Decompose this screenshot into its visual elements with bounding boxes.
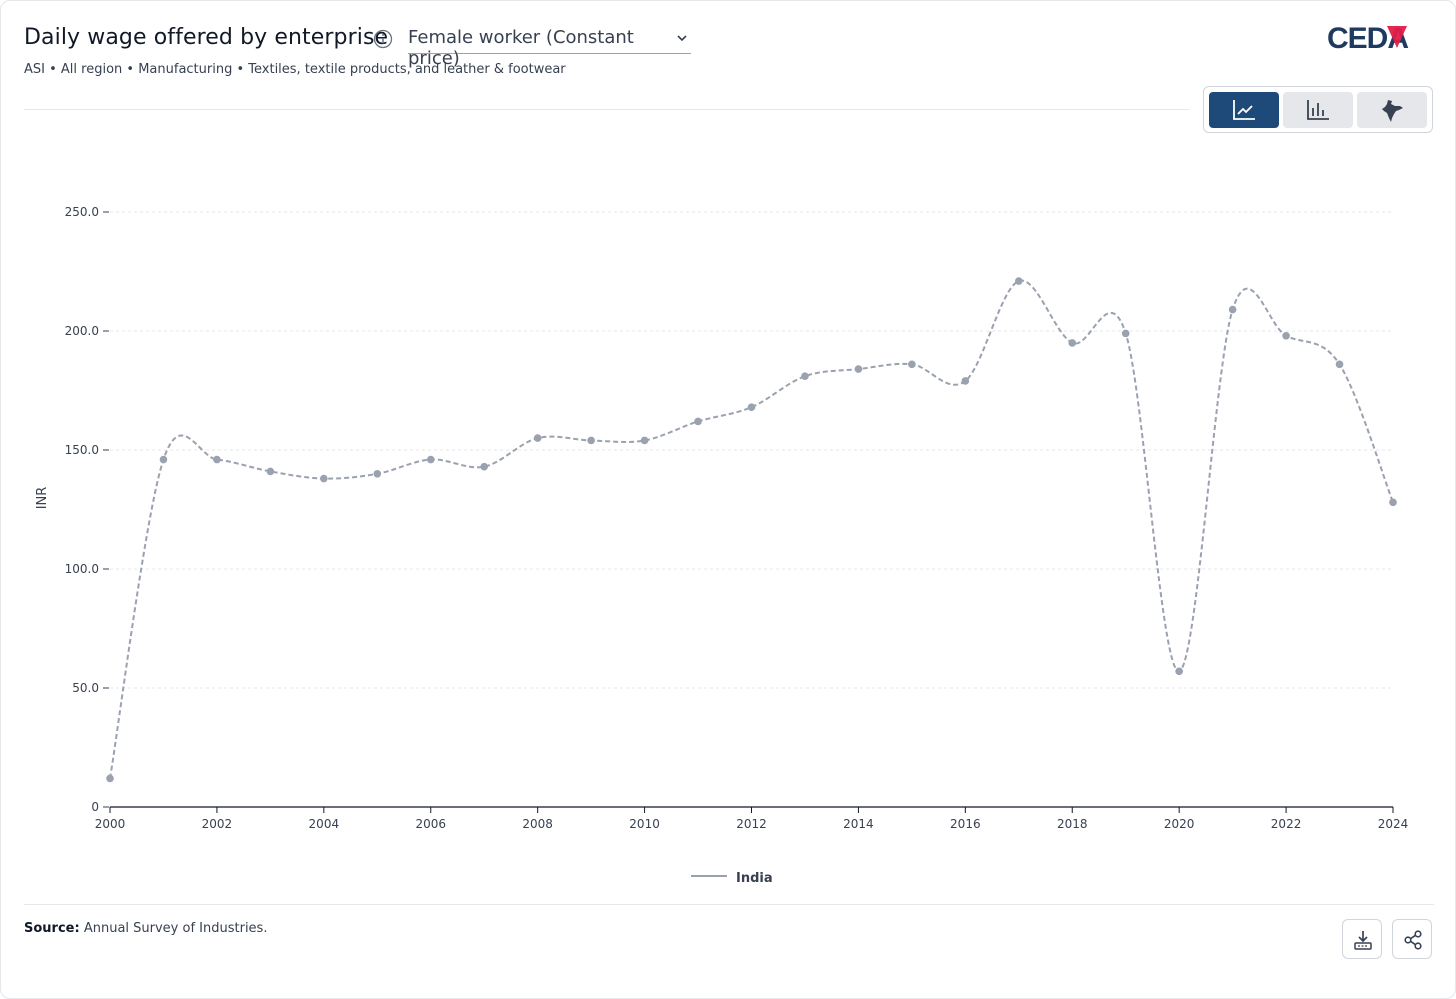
x-tick-label: 2012 — [736, 817, 767, 831]
data-point — [640, 436, 649, 445]
data-point — [1335, 360, 1344, 369]
footer-divider — [24, 904, 1434, 905]
y-axis-label: INR — [35, 487, 50, 510]
y-tick-label: 200.0 — [65, 324, 99, 338]
data-point — [961, 377, 970, 385]
source-text: Annual Survey of Industries. — [83, 921, 268, 936]
data-point — [1121, 329, 1130, 338]
data-point — [694, 417, 702, 426]
share-icon — [1404, 930, 1422, 950]
data-point — [106, 774, 114, 783]
series-line-india — [109, 279, 1394, 779]
x-tick-label: 2022 — [1271, 817, 1302, 831]
data-point — [159, 455, 168, 464]
data-point — [533, 434, 542, 442]
header-divider — [24, 109, 1189, 110]
source-note: Source: Annual Survey of Industries. — [24, 921, 267, 936]
indicator-selected-label: Female worker (Constant price) — [408, 27, 634, 69]
view-switcher — [1203, 86, 1433, 133]
data-point — [1014, 277, 1023, 285]
bar-chart-icon — [1307, 100, 1329, 120]
chart-subtitle: ASI • All region • Manufacturing • Texti… — [24, 62, 566, 77]
line-chart-icon — [1233, 100, 1255, 120]
x-tick-label: 2018 — [1057, 817, 1088, 831]
data-point — [1389, 498, 1397, 507]
series-india — [106, 277, 1397, 783]
data-point — [1282, 331, 1290, 340]
x-tick-label: 2004 — [309, 817, 340, 831]
x-tick-label: 2024 — [1378, 817, 1409, 831]
download-button[interactable] — [1342, 919, 1382, 959]
line-chart-view-button[interactable] — [1209, 92, 1279, 128]
info-icon[interactable] — [373, 29, 393, 49]
data-point — [426, 455, 435, 464]
x-tick-label: 2008 — [522, 817, 553, 831]
bar-chart-view-button[interactable] — [1283, 92, 1353, 128]
legend-label-india[interactable]: India — [736, 871, 773, 886]
data-point — [854, 365, 863, 373]
data-point — [587, 436, 595, 445]
data-point — [373, 470, 382, 478]
x-tick-label: 2000 — [95, 817, 126, 831]
x-tick-label: 2014 — [843, 817, 874, 831]
x-tick-label: 2016 — [950, 817, 981, 831]
y-tick-label: 50.0 — [72, 681, 99, 695]
data-point — [1068, 339, 1077, 347]
data-point — [213, 455, 221, 464]
download-icon — [1354, 931, 1372, 950]
y-tick-label: 0 — [91, 800, 99, 814]
data-point — [480, 462, 489, 471]
ceda-logo: CEDA — [1327, 22, 1409, 53]
data-point — [266, 467, 275, 476]
map-view-button[interactable] — [1357, 92, 1427, 128]
india-map-icon — [1382, 100, 1403, 122]
axes: 0 50.0 100.0 150.0 200.0 250.0 2000 2002 2004 200… — [65, 205, 1409, 831]
source-label: Source: — [24, 921, 80, 936]
page-title: Daily wage offered by enterprise — [24, 25, 389, 50]
y-tick-label: 150.0 — [65, 443, 99, 457]
y-tick-label: 250.0 — [65, 205, 99, 219]
x-tick-label: 2010 — [629, 817, 660, 831]
line-chart: 0 50.0 100.0 150.0 200.0 250.0 2000 2002 2004 200… — [35, 205, 1409, 886]
data-point — [801, 372, 809, 381]
data-point — [908, 360, 916, 369]
indicator-dropdown[interactable]: Female worker (Constant price) — [408, 25, 691, 69]
x-tick-label: 2006 — [415, 817, 446, 831]
chevron-down-icon — [677, 35, 687, 42]
data-point — [320, 474, 328, 483]
y-tick-label: 100.0 — [65, 562, 99, 576]
x-tick-label: 2002 — [202, 817, 233, 831]
data-point — [1228, 305, 1237, 314]
share-button[interactable] — [1392, 919, 1432, 959]
grid-lines — [110, 211, 1393, 689]
x-tick-label: 2020 — [1164, 817, 1195, 831]
legend: India — [691, 871, 773, 886]
data-point — [1175, 667, 1183, 676]
data-point — [747, 403, 756, 411]
